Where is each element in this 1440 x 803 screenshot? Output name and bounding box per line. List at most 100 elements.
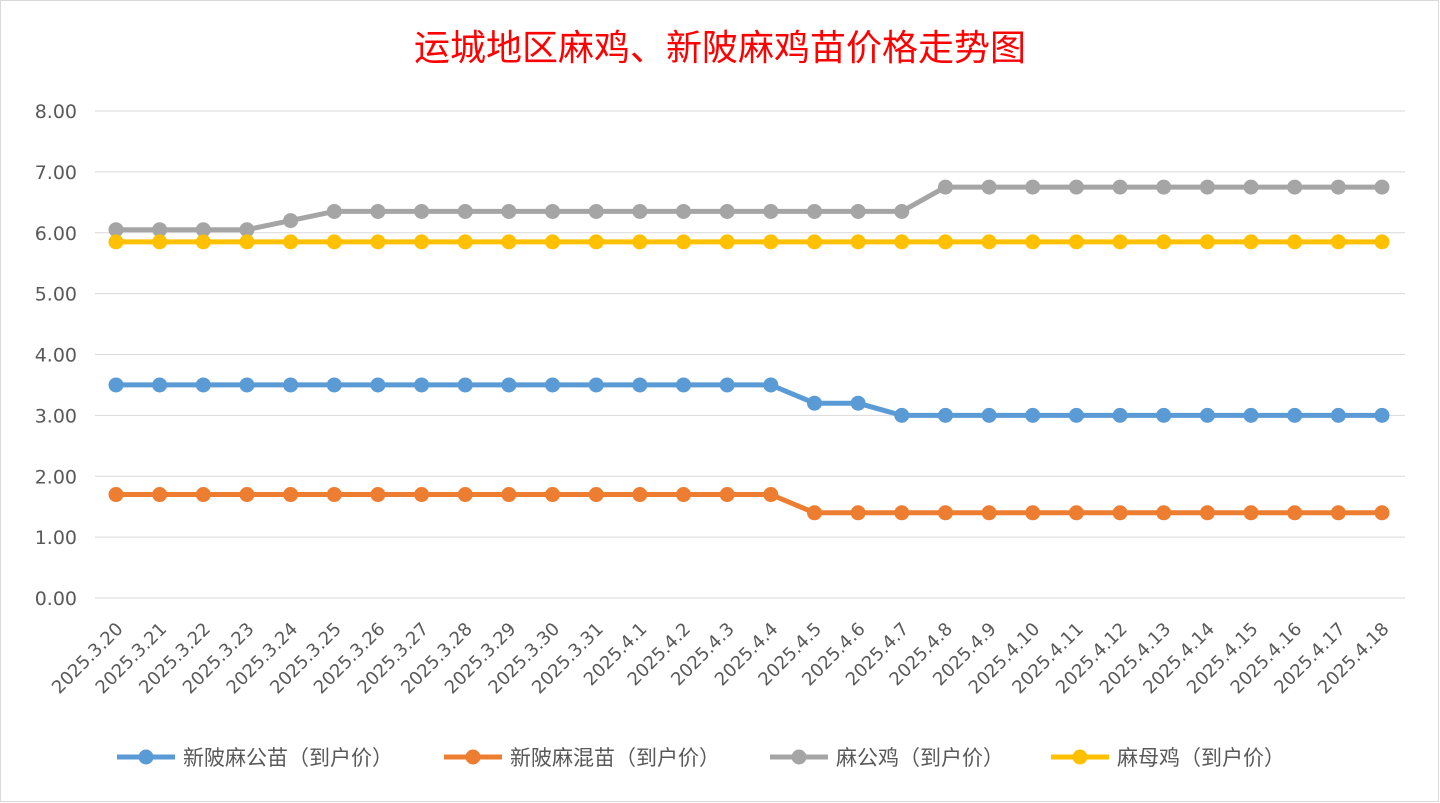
data-point (414, 203, 430, 219)
data-point (1112, 179, 1128, 195)
data-point (195, 377, 211, 393)
data-point (1330, 505, 1346, 521)
data-point (545, 234, 561, 250)
data-point (1199, 505, 1215, 521)
data-point (239, 377, 255, 393)
data-point (981, 505, 997, 521)
data-point (152, 222, 168, 238)
data-point (1330, 234, 1346, 250)
data-point (195, 234, 211, 250)
data-point (719, 203, 735, 219)
data-point (588, 203, 604, 219)
data-point (763, 377, 779, 393)
data-point (894, 203, 910, 219)
data-point (1025, 505, 1041, 521)
data-point (370, 203, 386, 219)
data-point (108, 487, 124, 503)
data-point (632, 203, 648, 219)
data-point (588, 377, 604, 393)
data-point (1068, 234, 1084, 250)
series-line (113, 382, 1385, 418)
data-point (1112, 505, 1128, 521)
data-point (632, 377, 648, 393)
data-point (1199, 234, 1215, 250)
data-point (370, 234, 386, 250)
data-point (937, 505, 953, 521)
legend-label: 麻公鸡（到户价） (836, 746, 1004, 770)
data-point (1068, 179, 1084, 195)
data-point (719, 234, 735, 250)
data-point (676, 234, 692, 250)
data-point (108, 234, 124, 250)
legend-label: 新陂麻公苗（到户价） (183, 746, 393, 770)
y-tick-label: 4.00 (35, 345, 77, 367)
y-tick-label: 8.00 (35, 101, 77, 123)
data-point (152, 487, 168, 503)
y-tick-label: 7.00 (35, 162, 77, 184)
legend-item: 新陂麻混苗（到户价） (444, 746, 720, 770)
data-point (981, 179, 997, 195)
data-point (1374, 505, 1390, 521)
series-line (113, 184, 1385, 233)
data-point (545, 203, 561, 219)
series-1 (108, 487, 1390, 521)
data-point (1156, 234, 1172, 250)
data-point (1374, 234, 1390, 250)
data-point (806, 395, 822, 411)
data-point (1112, 407, 1128, 423)
data-point (763, 487, 779, 503)
data-point (806, 234, 822, 250)
data-point (937, 407, 953, 423)
data-point (1243, 407, 1259, 423)
legend-marker (791, 749, 807, 765)
data-point (501, 234, 517, 250)
y-tick-label: 0.00 (35, 588, 77, 610)
y-tick-label: 5.00 (35, 284, 77, 306)
y-tick-label: 6.00 (35, 223, 77, 245)
data-point (1025, 179, 1041, 195)
data-point (545, 377, 561, 393)
data-point (632, 487, 648, 503)
data-point (763, 234, 779, 250)
data-point (1330, 407, 1346, 423)
data-point (326, 234, 342, 250)
data-point (1374, 179, 1390, 195)
data-point (1243, 179, 1259, 195)
data-point (1287, 234, 1303, 250)
data-point (414, 234, 430, 250)
data-point (457, 487, 473, 503)
data-point (457, 203, 473, 219)
data-point (1243, 234, 1259, 250)
series-0 (108, 377, 1390, 423)
data-point (981, 407, 997, 423)
data-point (1374, 407, 1390, 423)
data-point (370, 487, 386, 503)
data-point (326, 203, 342, 219)
data-point (850, 234, 866, 250)
data-point (283, 487, 299, 503)
data-point (1287, 179, 1303, 195)
data-point (937, 234, 953, 250)
data-point (676, 203, 692, 219)
data-point (501, 377, 517, 393)
chart-title: 运城地区麻鸡、新陂麻鸡苗价格走势图 (414, 28, 1026, 69)
series-2 (108, 179, 1390, 238)
legend: 新陂麻公苗（到户价） 新陂麻混苗（到户价） 麻公鸡（到户价） 麻母鸡（到户价） (117, 746, 1285, 770)
data-point (195, 487, 211, 503)
data-point (894, 234, 910, 250)
data-point (1330, 179, 1346, 195)
legend-label: 新陂麻混苗（到户价） (510, 746, 720, 770)
data-point (894, 407, 910, 423)
data-point (195, 222, 211, 238)
data-point (894, 505, 910, 521)
series-3 (108, 234, 1390, 250)
data-point (1112, 234, 1128, 250)
legend-marker (465, 749, 481, 765)
legend-item: 麻公鸡（到户价） (770, 746, 1004, 770)
y-tick-label: 2.00 (35, 466, 77, 488)
data-point (719, 377, 735, 393)
data-point (1287, 407, 1303, 423)
